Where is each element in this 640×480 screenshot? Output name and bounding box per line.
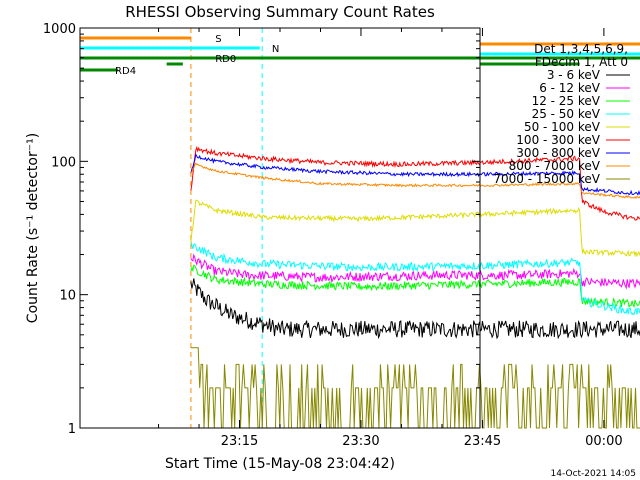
flag-group: S N RD0 RD4 xyxy=(80,34,640,77)
y-tick-label: 1 xyxy=(68,422,76,437)
x-axis-label: Start Time (15-May-08 23:04:42) xyxy=(165,456,395,472)
series-line-6-12-kev xyxy=(190,253,640,290)
legend-label-100-300-kev: 100 - 300 keV xyxy=(516,133,600,147)
series-line-3-6-kev xyxy=(190,278,640,340)
series-line-300-800-kev xyxy=(190,153,640,196)
x-tick-label: 23:30 xyxy=(342,434,379,449)
flag-label-rd0: RD0 xyxy=(215,54,236,65)
y-axis-label: Count Rate (s⁻¹ detector⁻¹) xyxy=(25,133,41,323)
legend-header-line-2: FDecim 1, Att 0 xyxy=(535,55,628,69)
vline-group xyxy=(190,28,263,428)
series-line-25-50-kev xyxy=(190,240,640,316)
y-tick-label: 1000 xyxy=(43,22,76,37)
y-tick-label: 10 xyxy=(59,289,76,304)
x-tick-label: 23:45 xyxy=(464,434,501,449)
series-line-800-7000-kev xyxy=(190,162,640,199)
x-tick-label: 23:15 xyxy=(221,434,258,449)
x-tick-label: 00:00 xyxy=(585,434,622,449)
plot-frame xyxy=(79,27,481,429)
legend-label-25-50-kev: 25 - 50 keV xyxy=(532,107,601,121)
legend-label-3-6-kev: 3 - 6 keV xyxy=(547,68,601,82)
y-tick-label: 100 xyxy=(51,155,76,170)
flag-label-s: S xyxy=(215,34,221,45)
legend-header-line-1: Det 1,3,4,5,6,9, xyxy=(534,42,628,56)
legend-label-300-800-kev: 300 - 800 keV xyxy=(516,146,600,160)
flag-label-n: N xyxy=(272,44,279,55)
legend-label-6-12-kev: 6 - 12 keV xyxy=(539,81,601,95)
chart-title: RHESSI Observing Summary Count Rates xyxy=(125,3,435,21)
legend-label-7000-15000-kev: 7000 - 15000 keV xyxy=(493,172,600,186)
series-line-7000-15000-kev xyxy=(190,347,640,429)
render-timestamp: 14-Oct-2021 14:05 xyxy=(551,469,636,479)
flag-label-rd4: RD4 xyxy=(115,66,136,77)
series-line-12-25-kev xyxy=(190,264,640,309)
series-line-50-100-kev xyxy=(190,199,640,258)
legend-label-12-25-kev: 12 - 25 keV xyxy=(532,94,601,108)
series-line-100-300-kev xyxy=(190,145,640,221)
legend-label-800-7000-kev: 800 - 7000 keV xyxy=(509,159,601,173)
legend-label-50-100-kev: 50 - 100 keV xyxy=(524,120,601,134)
series-group xyxy=(190,145,640,429)
